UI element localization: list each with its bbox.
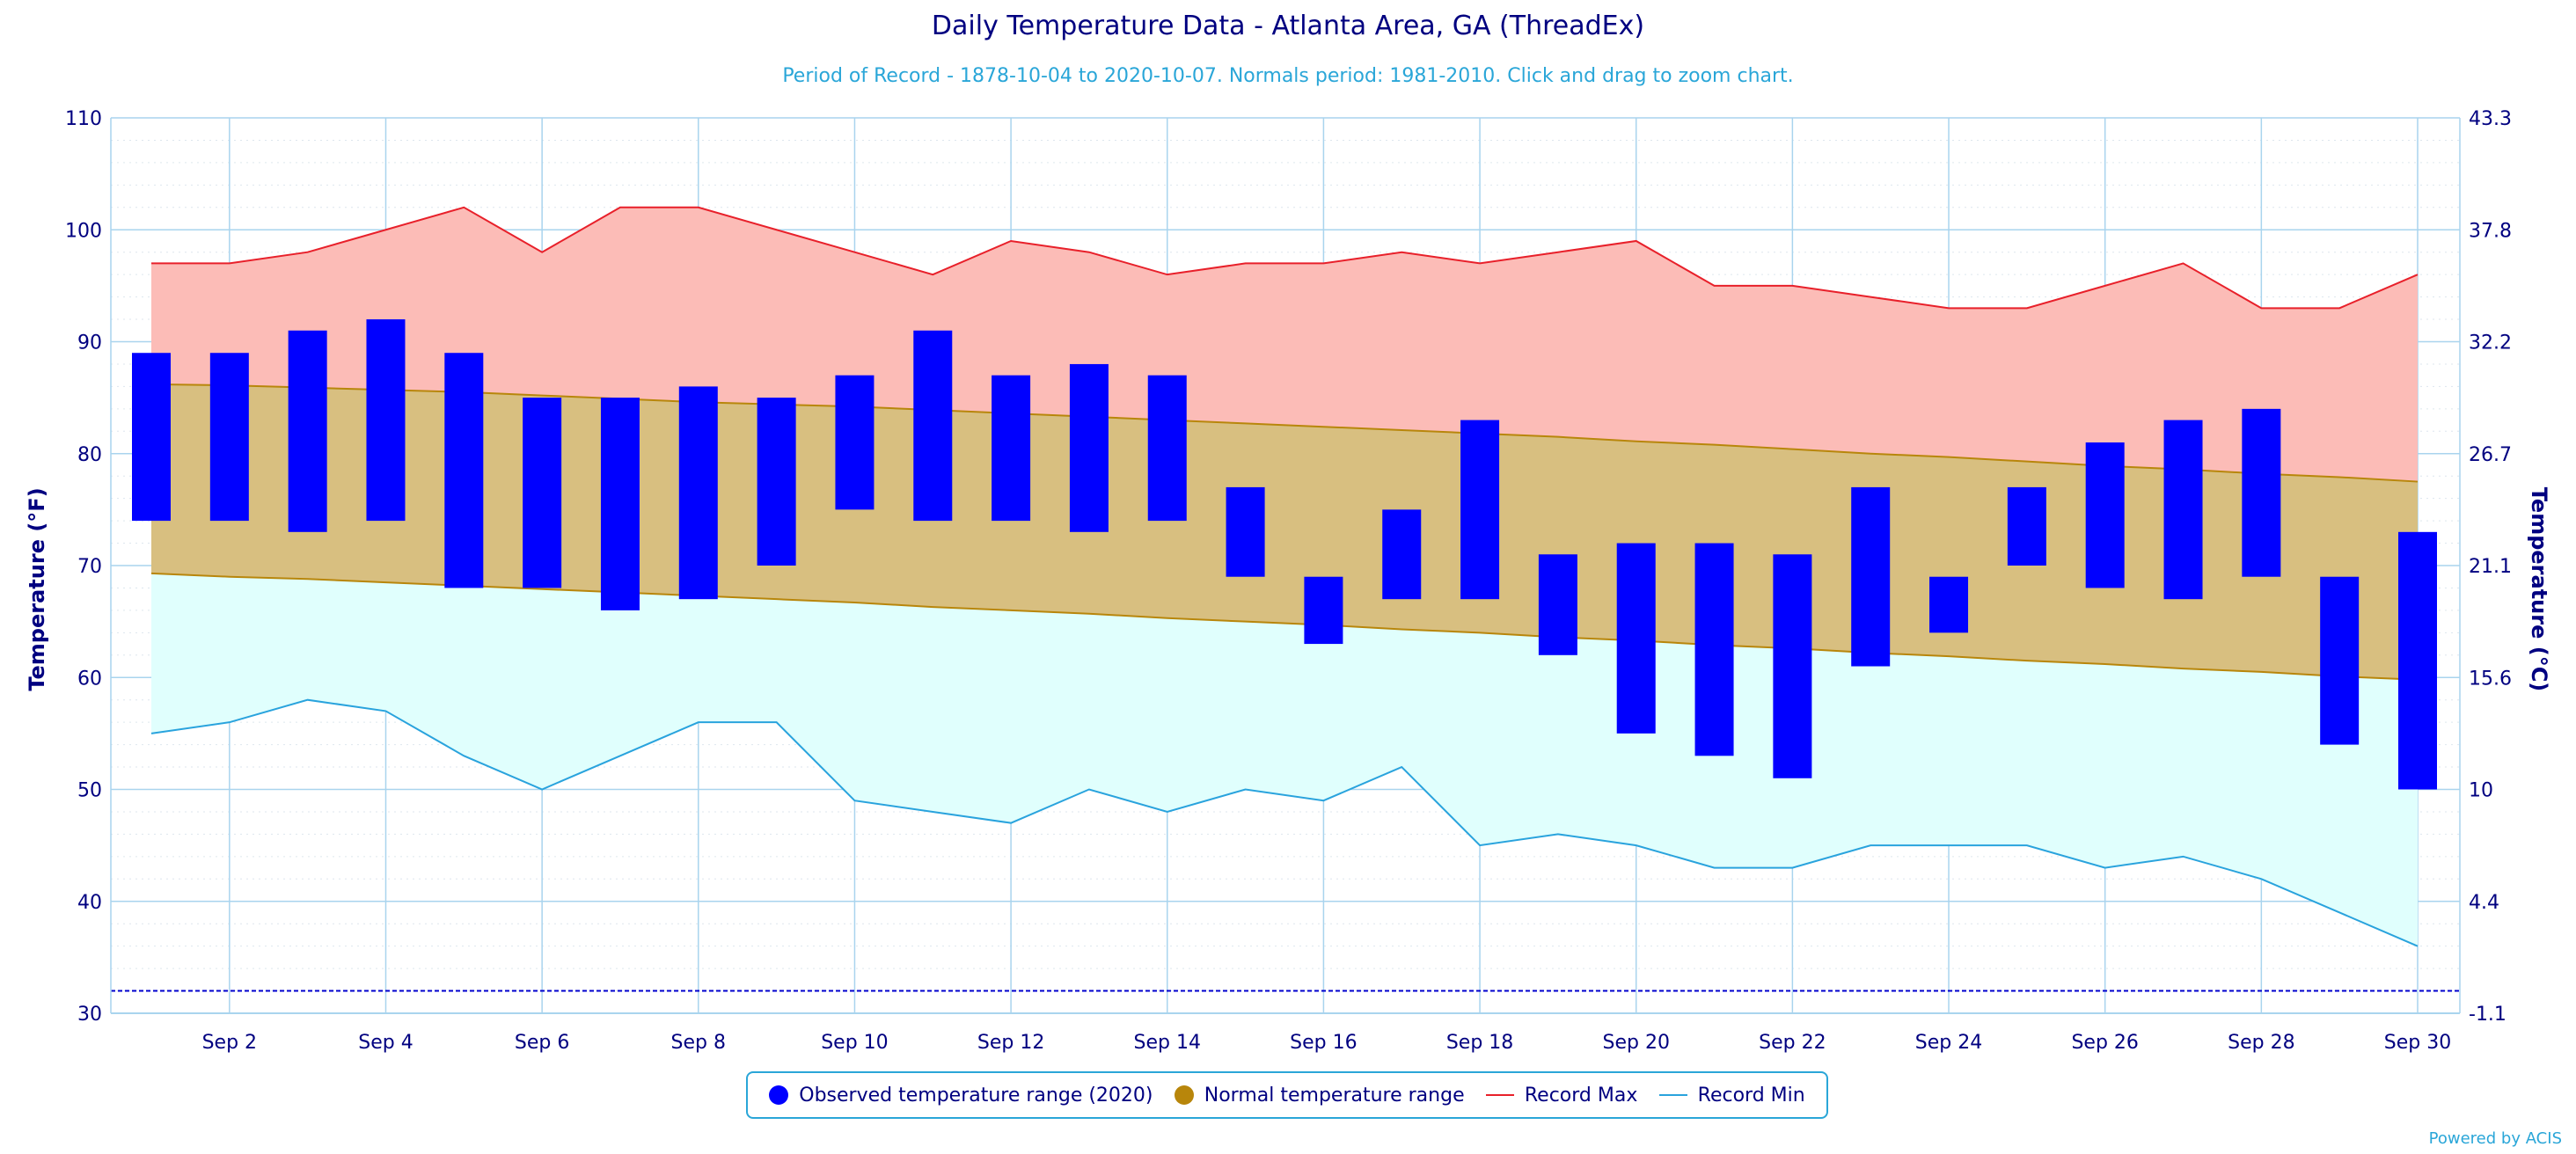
observed-bar: [132, 353, 171, 522]
legend-normal-label: Normal temperature range: [1204, 1084, 1465, 1107]
observed-bar: [1694, 543, 1734, 756]
observed-bar: [1616, 543, 1656, 734]
legend-observed-label: Observed temperature range (2020): [799, 1084, 1153, 1107]
observed-bar: [366, 319, 406, 522]
y-tick-label-right: 4.4: [2469, 892, 2499, 914]
y-tick-label-right: -1.1: [2469, 1004, 2506, 1026]
legend-record-max-marker: [1485, 1094, 1514, 1096]
y-tick-label-right: 15.6: [2469, 668, 2512, 690]
x-tick-label: Sep 24: [1915, 1032, 1982, 1054]
y-tick-label: 50: [77, 780, 102, 802]
legend-normal-marker: [1174, 1085, 1194, 1105]
y-tick-label-right: 43.3: [2469, 108, 2512, 130]
x-tick-label: Sep 26: [2071, 1032, 2138, 1054]
observed-bar: [209, 353, 249, 522]
observed-bar: [835, 375, 875, 510]
normal-range-area: [151, 383, 2418, 680]
observed-bar: [1460, 420, 1500, 600]
x-tick-label: Sep 4: [358, 1032, 413, 1054]
legend-item-observed[interactable]: Observed temperature range (2020): [769, 1085, 1153, 1107]
observed-bar: [1382, 509, 1422, 600]
powered-by-credit[interactable]: Powered by ACIS: [2428, 1129, 2562, 1148]
y-tick-label-right: 21.1: [2469, 556, 2512, 578]
normal-high-line: [150, 383, 2419, 483]
legend-item-record-min[interactable]: Record Min: [1658, 1084, 1805, 1107]
observed-bar: [2007, 486, 2046, 566]
observed-bar: [1226, 486, 1265, 577]
x-tick-label: Sep 2: [202, 1032, 257, 1054]
x-tick-label: Sep 28: [2228, 1032, 2294, 1054]
y-axis-label-right: Temperature (°C): [2527, 487, 2551, 692]
observed-bar: [2085, 442, 2125, 588]
x-tick-label: Sep 18: [1446, 1032, 1513, 1054]
record-max-area: [151, 207, 2418, 482]
observed-bar: [2398, 531, 2437, 790]
observed-bars: [132, 319, 2437, 790]
observed-bar: [2163, 420, 2203, 600]
legend-record-min-label: Record Min: [1697, 1084, 1805, 1107]
x-tick-label: Sep 30: [2384, 1032, 2451, 1054]
legend-observed-marker: [769, 1085, 789, 1105]
y-tick-label-right: 10: [2469, 780, 2493, 802]
observed-bar: [523, 398, 562, 588]
observed-bar: [2242, 408, 2281, 577]
observed-bar: [992, 375, 1031, 522]
y-tick-label: 70: [77, 556, 102, 578]
y-axis-label-left: Temperature (°F): [25, 487, 49, 690]
x-tick-label: Sep 6: [515, 1032, 569, 1054]
observed-bar: [2320, 576, 2360, 745]
axis-layer: 30 -1.1 40 4.4 50 10 60 15.6 70 21.1 80 26.7 90 32.2 1…: [65, 108, 2512, 1054]
legend-record-min-marker: [1658, 1094, 1687, 1096]
legend-record-max-label: Record Max: [1524, 1084, 1638, 1107]
x-tick-label: Sep 22: [1759, 1032, 1826, 1054]
observed-bar: [1069, 363, 1109, 532]
observed-bar: [1773, 554, 1812, 778]
observed-bar: [1147, 375, 1187, 522]
observed-bar: [913, 330, 953, 522]
chart-title: Daily Temperature Data - Atlanta Area, G…: [931, 11, 1645, 41]
observed-bar: [757, 398, 796, 566]
record-max-line: [151, 206, 2419, 310]
observed-bar: [678, 386, 718, 600]
legend-item-record-max[interactable]: Record Max: [1485, 1084, 1638, 1107]
y-tick-label: 80: [77, 444, 102, 466]
y-tick-label: 100: [65, 220, 102, 242]
x-tick-label: Sep 16: [1290, 1032, 1357, 1054]
x-tick-label: Sep 12: [977, 1032, 1044, 1054]
temperature-chart[interactable]: 30 -1.1 40 4.4 50 10 60 15.6 70 21.1 80 26.7 90 32.2 1…: [0, 0, 2576, 1064]
x-tick-label: Sep 10: [821, 1032, 888, 1054]
y-tick-label: 30: [77, 1004, 102, 1026]
chart-legend: Observed temperature range (2020) Normal…: [746, 1071, 1828, 1119]
observed-bar: [288, 330, 327, 532]
y-tick-label-right: 37.8: [2469, 220, 2512, 242]
observed-bar: [1304, 576, 1343, 645]
y-tick-label: 60: [77, 668, 102, 690]
y-tick-label: 40: [77, 892, 102, 914]
record-min-area: [151, 573, 2418, 946]
record-min-line: [150, 698, 2419, 947]
y-tick-label: 90: [77, 332, 102, 354]
normal-low-line: [150, 572, 2419, 681]
y-tick-label-right: 26.7: [2469, 444, 2512, 466]
observed-bar: [600, 398, 640, 610]
y-tick-label-right: 32.2: [2469, 332, 2512, 354]
area-layer: [111, 206, 2460, 992]
x-tick-label: Sep 14: [1134, 1032, 1201, 1054]
chart-subtitle: Period of Record - 1878-10-04 to 2020-10…: [782, 65, 1794, 87]
observed-bar: [444, 353, 484, 588]
observed-bar: [1929, 576, 1969, 633]
x-tick-label: Sep 8: [671, 1032, 726, 1054]
observed-bar: [1538, 554, 1577, 655]
y-tick-label: 110: [65, 108, 102, 130]
observed-bar: [1851, 486, 1891, 667]
legend-item-normal[interactable]: Normal temperature range: [1174, 1084, 1465, 1107]
x-tick-label: Sep 20: [1602, 1032, 1669, 1054]
